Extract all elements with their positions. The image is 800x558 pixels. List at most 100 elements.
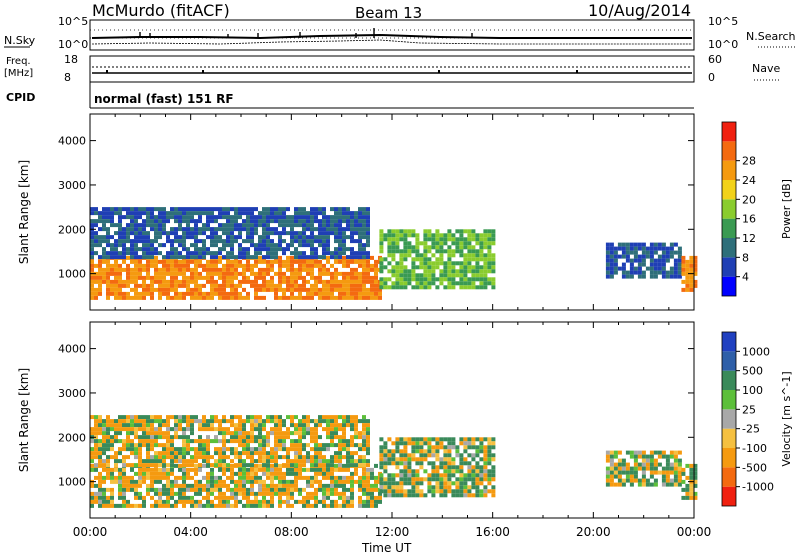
heatmap-cell xyxy=(230,475,234,480)
heatmap-cell xyxy=(250,283,254,288)
heatmap-cell xyxy=(202,283,206,288)
heatmap-cell xyxy=(625,474,630,479)
heatmap-cell xyxy=(661,478,666,483)
heatmap-cell xyxy=(150,263,154,268)
heatmap-cell xyxy=(391,473,396,478)
heatmap-cell xyxy=(306,287,310,292)
heatmap-cell xyxy=(609,258,614,263)
heatmap-cell xyxy=(407,249,412,254)
heatmap-cell xyxy=(298,255,302,260)
heatmap-cell xyxy=(669,466,674,471)
heatmap-cell xyxy=(415,277,420,282)
heatmap-cell xyxy=(206,423,210,428)
heatmap-cell xyxy=(222,479,226,484)
heatmap-cell xyxy=(158,207,162,212)
heatmap-cell xyxy=(94,235,98,240)
heatmap-cell xyxy=(98,259,102,264)
heatmap-cell xyxy=(130,239,134,244)
heatmap-cell xyxy=(366,271,370,276)
heatmap-cell xyxy=(250,243,254,248)
heatmap-cell xyxy=(170,207,174,212)
heatmap-cell xyxy=(463,285,468,290)
heatmap-cell xyxy=(162,419,166,424)
heatmap-cell xyxy=(286,495,290,500)
heatmap-cell xyxy=(202,495,206,500)
heatmap-cell xyxy=(439,477,444,482)
heatmap-cell xyxy=(677,246,682,251)
heatmap-cell xyxy=(366,443,370,448)
heatmap-cell xyxy=(230,479,234,484)
heatmap-cell xyxy=(254,219,258,224)
heatmap-cell xyxy=(294,267,298,272)
heatmap-cell xyxy=(362,463,366,468)
heatmap-cell xyxy=(334,275,338,280)
heatmap-cell xyxy=(190,487,194,492)
heatmap-cell xyxy=(134,215,138,220)
heatmap-cell xyxy=(262,503,266,508)
heatmap-cell xyxy=(282,499,286,504)
heatmap-cell xyxy=(346,455,350,460)
heatmap-cell xyxy=(443,489,448,494)
heatmap-cell xyxy=(391,441,396,446)
heatmap-cell xyxy=(254,243,258,248)
heatmap-cell xyxy=(391,257,396,262)
heatmap-cell xyxy=(214,255,218,260)
heatmap-cell xyxy=(298,219,302,224)
heatmap-cell xyxy=(210,251,214,256)
heatmap-cell xyxy=(250,235,254,240)
heatmap-cell xyxy=(334,279,338,284)
heatmap-cell xyxy=(374,263,378,268)
heatmap-cell xyxy=(346,503,350,508)
heatmap-cell xyxy=(403,265,408,270)
heatmap-cell xyxy=(302,287,306,292)
heatmap-cell xyxy=(138,419,142,424)
heatmap-cell xyxy=(294,475,298,480)
heatmap-cell xyxy=(230,255,234,260)
heatmap-cell xyxy=(162,447,166,452)
heatmap-cell xyxy=(669,254,674,259)
heatmap-cell xyxy=(258,483,262,488)
heatmap-cell xyxy=(483,273,488,278)
heatmap-cell xyxy=(407,281,412,286)
heatmap-cell xyxy=(403,253,408,258)
heatmap-cell xyxy=(342,479,346,484)
heatmap-cell xyxy=(334,239,338,244)
heatmap-cell xyxy=(649,242,654,247)
heatmap-cell xyxy=(174,295,178,300)
heatmap-cell xyxy=(226,283,230,288)
heatmap-cell xyxy=(383,481,388,486)
heatmap-cell xyxy=(427,261,432,266)
heatmap-cell xyxy=(290,215,294,220)
heatmap-cell xyxy=(637,450,642,455)
heatmap-cell xyxy=(629,450,634,455)
heatmap-cell xyxy=(467,265,472,270)
heatmap-cell xyxy=(346,415,350,420)
heatmap-cell xyxy=(290,415,294,420)
heatmap-cell xyxy=(310,243,314,248)
heatmap-cell xyxy=(451,241,456,246)
heatmap-cell xyxy=(126,279,130,284)
heatmap-cell xyxy=(677,270,682,275)
heatmap-cell xyxy=(206,219,210,224)
heatmap-cell xyxy=(677,482,682,487)
heatmap-cell xyxy=(190,495,194,500)
heatmap-cell xyxy=(262,439,266,444)
heatmap-cell xyxy=(282,295,286,300)
heatmap-cell xyxy=(467,485,472,490)
heatmap-cell xyxy=(162,275,166,280)
heatmap-cell xyxy=(134,427,138,432)
heatmap-cell xyxy=(90,499,94,504)
heatmap-cell xyxy=(106,251,110,256)
heatmap-cell xyxy=(114,451,118,456)
heatmap-cell xyxy=(294,479,298,484)
heatmap-cell xyxy=(162,271,166,276)
heatmap-cell xyxy=(266,503,270,508)
heatmap-cell xyxy=(274,491,278,496)
heatmap-cell xyxy=(605,482,610,487)
heatmap-cell xyxy=(379,229,384,234)
heatmap-cell xyxy=(142,479,146,484)
heatmap-cell xyxy=(182,275,186,280)
station-title: McMurdo (fitACF) xyxy=(92,1,230,20)
heatmap-cell xyxy=(214,439,218,444)
heatmap-cell xyxy=(451,281,456,286)
